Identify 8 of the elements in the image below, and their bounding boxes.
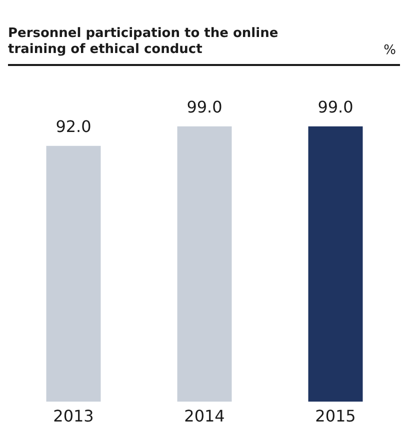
- data-label: 92.0: [56, 117, 92, 136]
- data-label: 99.0: [318, 98, 354, 117]
- x-tick-label: 2015: [315, 406, 356, 426]
- text: %: [384, 43, 396, 58]
- x-tick-label: 2014: [184, 406, 225, 426]
- data-label: 99.0: [186, 98, 222, 117]
- chart-title: Personnel participation to the online training of ethical conduct: [8, 26, 280, 58]
- x-tick-label: 2013: [53, 406, 94, 426]
